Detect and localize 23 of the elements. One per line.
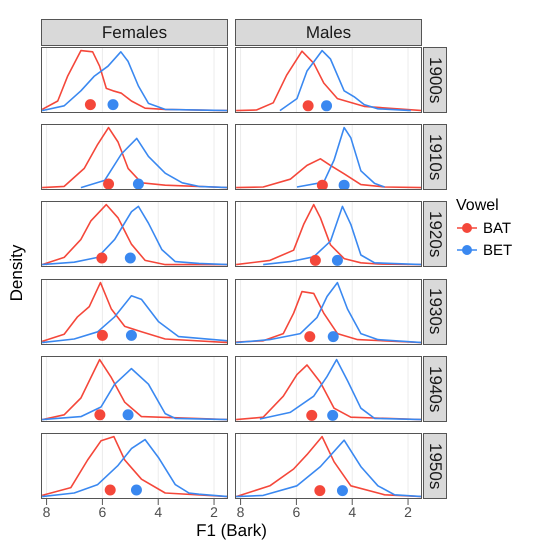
legend-label: BAT bbox=[483, 220, 512, 237]
y-axis-title: Density bbox=[7, 244, 27, 302]
x-tick-label: 4 bbox=[348, 504, 356, 520]
chart-title: Females bbox=[102, 22, 168, 42]
legend-title: Vowel bbox=[456, 197, 500, 216]
x-tick-label: 2 bbox=[210, 504, 218, 520]
x-tick-label: 8 bbox=[236, 504, 245, 520]
legend-label: BET bbox=[483, 242, 512, 259]
x-tick-label: 6 bbox=[292, 504, 301, 520]
facet-strip: 1920s bbox=[423, 201, 447, 268]
x-tick-label: 6 bbox=[98, 504, 107, 520]
facet-strip: 1950s bbox=[423, 433, 447, 499]
facet-strip: Males bbox=[235, 19, 422, 46]
x-tick-label: 2 bbox=[404, 504, 412, 520]
x-tick-label: 8 bbox=[42, 504, 51, 520]
facet-strip: 1940s bbox=[423, 356, 447, 422]
facet-strip: 1930s bbox=[423, 278, 447, 345]
chart-title: Males bbox=[306, 22, 352, 42]
x-axis-title: F1 (Bark) bbox=[195, 521, 268, 541]
facet-strip: 1900s bbox=[423, 47, 447, 113]
x-tick-label: 4 bbox=[154, 504, 162, 520]
facet-strip: 1910s bbox=[423, 124, 447, 190]
facet-strip: Females bbox=[41, 19, 228, 46]
